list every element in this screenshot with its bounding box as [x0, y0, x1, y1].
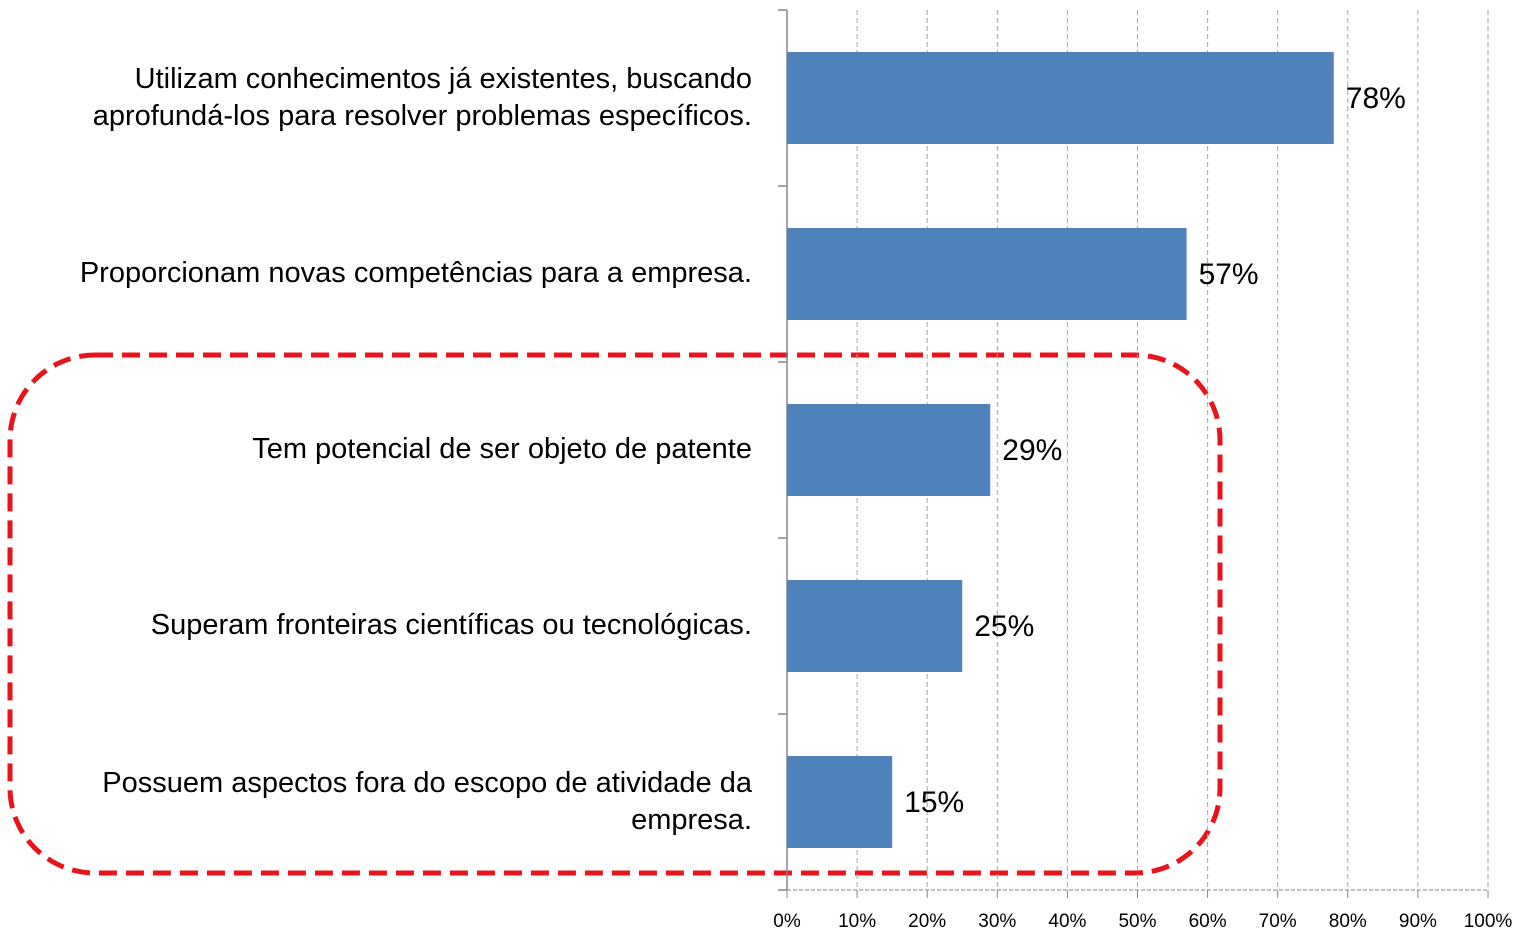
bar: [787, 404, 991, 496]
x-tick-label: 80%: [1329, 911, 1367, 932]
category-text: Possuem aspectos fora do escopo de ativi…: [102, 766, 752, 836]
data-label: 78%: [1346, 82, 1406, 115]
x-tick-label: 40%: [1048, 911, 1086, 932]
x-tick-label: 100%: [1464, 911, 1513, 932]
y-tick-label: Tem potencial de ser objeto de patente: [10, 362, 752, 538]
data-label: 57%: [1199, 258, 1259, 291]
y-tick-label: Proporcionam novas competências para a e…: [10, 186, 752, 362]
x-tick-label: 30%: [978, 911, 1016, 932]
bar: [787, 756, 893, 848]
x-tick-label: 90%: [1399, 911, 1437, 932]
category-text: Utilizam conhecimentos já existentes, bu…: [92, 62, 752, 132]
category-text: Proporcionam novas competências para a e…: [79, 257, 752, 290]
x-tick-label: 0%: [773, 911, 801, 932]
x-tick-label: 70%: [1259, 911, 1297, 932]
bar: [787, 228, 1187, 320]
category-text: Superam fronteiras científicas ou tecnol…: [150, 609, 752, 642]
bar: [787, 580, 963, 672]
x-tick-label: 50%: [1118, 911, 1156, 932]
y-tick-label: Utilizam conhecimentos já existentes, bu…: [10, 10, 752, 186]
data-label: 29%: [1002, 434, 1062, 467]
data-label: 15%: [904, 786, 964, 819]
y-tick-label: Possuem aspectos fora do escopo de ativi…: [10, 714, 752, 890]
x-tick-label: 20%: [908, 911, 946, 932]
x-tick-label: 10%: [838, 911, 876, 932]
data-label: 25%: [974, 610, 1034, 643]
x-tick-label: 60%: [1189, 911, 1227, 932]
bar: [787, 52, 1334, 144]
category-text: Tem potencial de ser objeto de patente: [252, 433, 752, 466]
y-tick-label: Superam fronteiras científicas ou tecnol…: [10, 538, 752, 714]
highlight-box: [7, 352, 1223, 876]
